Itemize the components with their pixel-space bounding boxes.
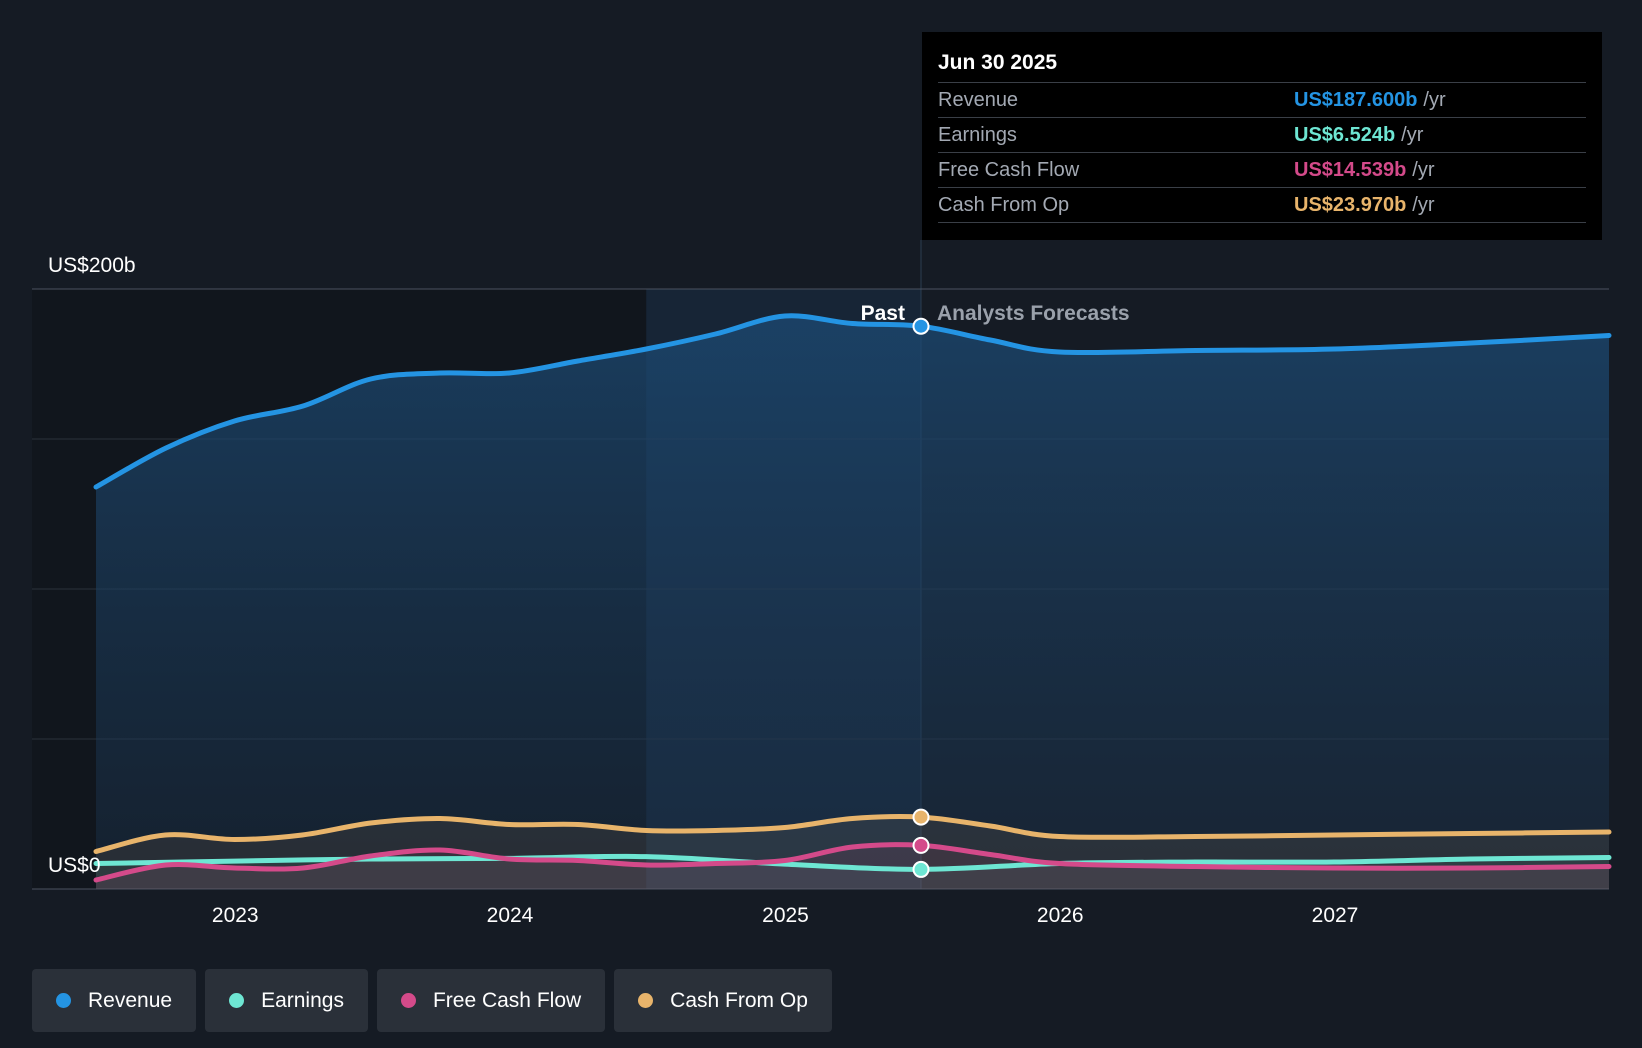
x-tick-2023: 2023 (212, 904, 259, 927)
revenue-line (93, 313, 1612, 490)
tooltip-label: Revenue (938, 89, 1019, 111)
tooltip-label: Earnings (938, 124, 1017, 146)
y-axis-max-label: US$200b (48, 254, 136, 277)
tooltip-unit: /yr (1412, 159, 1435, 181)
tooltip-value: US$23.970b (1294, 194, 1407, 216)
tooltip: Jun 30 2025 Revenue US$187.600b/yr Earning… (922, 32, 1602, 240)
free-cash-flow-marker (912, 836, 930, 854)
past-label: Past (861, 302, 905, 325)
legend-item-revenue[interactable]: Revenue (32, 969, 197, 1032)
cash-from-op-line (93, 814, 1612, 854)
tooltip-unit: /yr (1423, 89, 1446, 111)
tooltip-row-revenue: Revenue US$187.600b/yr (938, 82, 1586, 117)
legend-item-earnings[interactable]: Earnings (205, 969, 368, 1032)
cash-from-op-area (96, 816, 1609, 889)
earnings-marker (912, 860, 930, 878)
x-tick-2024: 2024 (487, 904, 534, 927)
tooltip-label: Free Cash Flow (938, 159, 1080, 181)
revenue-marker (912, 317, 930, 335)
revenue-area (96, 315, 1609, 889)
legend-dot-icon (56, 993, 71, 1008)
cash-from-op-marker (912, 808, 930, 826)
tooltip-row-earnings: Earnings US$6.524b/yr (938, 117, 1586, 152)
legend-label: Earnings (261, 988, 344, 1012)
tooltip-label: Cash From Op (938, 194, 1070, 216)
legend-dot-icon (638, 993, 654, 1008)
forecast-label: Analysts Forecasts (937, 302, 1130, 325)
x-tick-2025: 2025 (762, 904, 809, 927)
legend-dot-icon (229, 993, 245, 1008)
y-axis-min-label: US$0 (48, 854, 101, 877)
legend-item-cash-from-op[interactable]: Cash From Op (614, 969, 832, 1032)
legend-label: Revenue (88, 988, 173, 1012)
tooltip-row-free-cash-flow: Free Cash Flow US$14.539b/yr (938, 152, 1586, 187)
tooltip-date: Jun 30 2025 (938, 51, 1058, 74)
x-tick-2027: 2027 (1312, 904, 1359, 927)
legend-label: Cash From Op (670, 988, 808, 1012)
legend-item-free-cash-flow[interactable]: Free Cash Flow (376, 969, 606, 1032)
tooltip-row-cash-from-op: Cash From Op US$23.970b/yr (938, 187, 1586, 223)
tooltip-value: US$187.600b (1294, 89, 1418, 111)
free-cash-flow-line (93, 842, 1612, 883)
tooltip-value: US$14.539b (1294, 159, 1407, 181)
legend-dot-icon (400, 993, 416, 1008)
legend: Revenue Earnings Free Cash Flow Cash From O… (32, 969, 832, 1032)
x-tick-2026: 2026 (1037, 904, 1084, 927)
legend-label: Free Cash Flow (432, 988, 582, 1012)
tooltip-value: US$6.524b (1294, 124, 1396, 146)
tooltip-unit: /yr (1401, 124, 1424, 146)
tooltip-unit: /yr (1412, 194, 1435, 216)
